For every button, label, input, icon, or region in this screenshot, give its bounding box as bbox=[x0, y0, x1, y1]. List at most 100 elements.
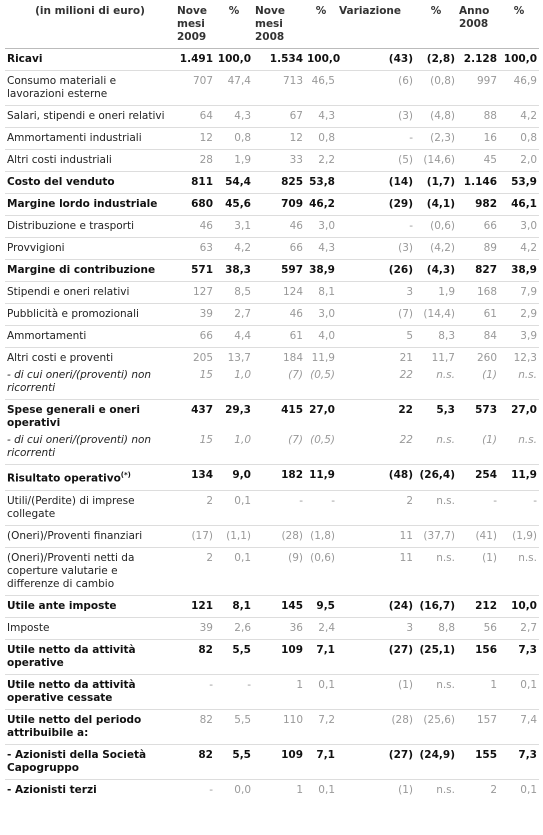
cell-value: 0,1 bbox=[215, 489, 253, 525]
cell-value: 2,4 bbox=[305, 616, 337, 639]
cell-value: 3 bbox=[337, 281, 415, 304]
column-header: % bbox=[499, 2, 539, 49]
cell-value: 2 bbox=[337, 489, 415, 525]
cell-value: 5,5 bbox=[215, 708, 253, 744]
cell-value: (7) bbox=[337, 303, 415, 326]
column-header: (in milioni di euro) bbox=[5, 2, 175, 49]
row-label: Consumo materiali e lavorazioni esterne bbox=[5, 70, 175, 106]
table-row: Ammortamenti 66 4,4 61 4,0 5 8,3 84 3,9 bbox=[5, 325, 539, 348]
cell-value: (26,4) bbox=[415, 464, 457, 490]
cell-value: 7,2 bbox=[305, 708, 337, 744]
cell-value: 0,1 bbox=[215, 546, 253, 595]
sub-label: - di cui oneri/(proventi) non ricorrenti bbox=[7, 369, 152, 394]
cell-value: 88 bbox=[457, 105, 499, 128]
cell-value: 66 bbox=[175, 325, 215, 348]
table-row: Ricavi 1.491 100,0 1.534 100,0 (43) (2,8) 2.128… bbox=[5, 48, 539, 71]
cell-value: 21 bbox=[337, 347, 415, 369]
table-row: - Azionisti terzi -0,0 1 0,1 (1) n.s. 2 0,1 bbox=[5, 778, 539, 801]
cell-value: (0,6) bbox=[415, 215, 457, 238]
cell-value: 22 bbox=[337, 399, 415, 434]
table-row: Margine di contribuzione 571 38,3 597 38,9 (2… bbox=[5, 259, 539, 282]
cell-value: 82 bbox=[175, 708, 215, 744]
cell-value: 1 bbox=[253, 673, 305, 709]
label-text: Costo del venduto bbox=[7, 176, 115, 188]
cell-value: 12,3 bbox=[499, 347, 539, 369]
cell-value: 11,7 bbox=[415, 347, 457, 369]
cell-value: (14) bbox=[337, 171, 415, 194]
cell-value: 45 bbox=[457, 149, 499, 172]
cell-value: 156 bbox=[457, 638, 499, 674]
cell-value: 1.534 bbox=[253, 48, 305, 71]
cell-value: 707 bbox=[175, 70, 215, 106]
cell-value: 1.491 bbox=[175, 48, 215, 71]
cell-value: 3,0 bbox=[499, 215, 539, 238]
table-row: Risultato operativo(*) 134 9,0 182 11,9 (48)(… bbox=[5, 464, 539, 490]
cell-value: 11 bbox=[337, 524, 415, 547]
cell-value: 0,8 bbox=[215, 127, 253, 150]
cell-value: 29,3 bbox=[215, 399, 253, 434]
label-text: Utile netto del periodo attribuibile a: bbox=[7, 713, 142, 739]
row-label: Margine di contribuzione bbox=[5, 259, 175, 282]
row-label: Ammortamenti industriali bbox=[5, 127, 175, 150]
cell-value: 982 bbox=[457, 193, 499, 216]
cell-value: 12 bbox=[253, 127, 305, 150]
cell-value: 46,1 bbox=[499, 193, 539, 216]
table-row: Provvigioni 63 4,2 66 4,3 (3) (4,2) 89 4,2 bbox=[5, 237, 539, 260]
cell-value: 89 bbox=[457, 237, 499, 260]
cell-value: 182 bbox=[253, 464, 305, 490]
cell-value: 61 bbox=[457, 303, 499, 326]
row-label: Margine lordo industriale bbox=[5, 193, 175, 216]
cell-value: (3) bbox=[337, 237, 415, 260]
cell-value: 997 bbox=[457, 70, 499, 106]
table-row: Consumo materiali e lavorazioni esterne 7… bbox=[5, 70, 539, 106]
cell-value: 5,5 bbox=[215, 743, 253, 779]
table-row: Utile netto da attività operative 82 5,5 10… bbox=[5, 638, 539, 674]
table-row: Salari, stipendi e oneri relativi 64 4,3 67… bbox=[5, 105, 539, 128]
cell-value: 47,4 bbox=[215, 70, 253, 106]
cell-value: 10,0 bbox=[499, 594, 539, 617]
label-text: Risultato operativo bbox=[7, 472, 121, 485]
cell-value: - bbox=[305, 489, 337, 525]
cell-value: (0,6) bbox=[305, 546, 337, 595]
cell-value: 7,3 bbox=[499, 638, 539, 674]
cell-value: 11 bbox=[337, 546, 415, 595]
cell-value: - bbox=[499, 489, 539, 525]
cell-value: 28 bbox=[175, 149, 215, 172]
cell-value: 0,1 bbox=[499, 778, 539, 801]
footnote-mark: (*) bbox=[120, 471, 131, 479]
row-label: (Oneri)/Proventi finanziari bbox=[5, 524, 175, 547]
cell-value: 33 bbox=[253, 149, 305, 172]
cell-value: 46,5 bbox=[305, 70, 337, 106]
cell-value: (1,1) bbox=[215, 524, 253, 547]
cell-value: 82 bbox=[175, 743, 215, 779]
label-text: Altri costi industriali bbox=[7, 154, 112, 166]
table-row: Utile netto da attività operative cessat… bbox=[5, 673, 539, 709]
cell-value: (1) bbox=[337, 778, 415, 801]
cell-value: 437 bbox=[175, 399, 215, 434]
label-text: Utili/(Perdite) di imprese collegate bbox=[7, 494, 135, 520]
cell-value: 2.128 bbox=[457, 48, 499, 71]
cell-value: (41) bbox=[457, 524, 499, 547]
cell-value: 3,9 bbox=[499, 325, 539, 348]
cell-value: 11,9 bbox=[305, 464, 337, 490]
table-row: Altri costi industriali 28 1,9 33 2,2 (5) (14,… bbox=[5, 149, 539, 172]
cell-value: (43) bbox=[337, 48, 415, 71]
cell-value: 84 bbox=[457, 325, 499, 348]
cell-value: 0,8 bbox=[305, 127, 337, 150]
table-row: Spese generali e oneri operativi 437 29,3 4… bbox=[5, 399, 539, 434]
sub-value: (0,5) bbox=[310, 434, 335, 446]
row-label: Stipendi e oneri relativi bbox=[5, 281, 175, 304]
column-header: Anno 2008 bbox=[457, 2, 499, 49]
cell-value: 46 bbox=[253, 303, 305, 326]
cell-value: 121 bbox=[175, 594, 215, 617]
cell-value: 1.146 bbox=[457, 171, 499, 194]
cell-value: 53,8 bbox=[305, 171, 337, 194]
cell-value: (0,8) bbox=[415, 70, 457, 106]
cell-value: 1,9 bbox=[215, 149, 253, 172]
label-text: Ricavi bbox=[7, 53, 43, 65]
row-label: Utile netto del periodo attribuibile a: bbox=[5, 708, 175, 744]
table-row: Pubblicità e promozionali 39 2,7 46 3,0 (7) (1… bbox=[5, 303, 539, 326]
cell-value: 145 bbox=[253, 594, 305, 617]
cell-value: 100,0 bbox=[499, 48, 539, 71]
cell-value: 260 bbox=[457, 347, 499, 369]
